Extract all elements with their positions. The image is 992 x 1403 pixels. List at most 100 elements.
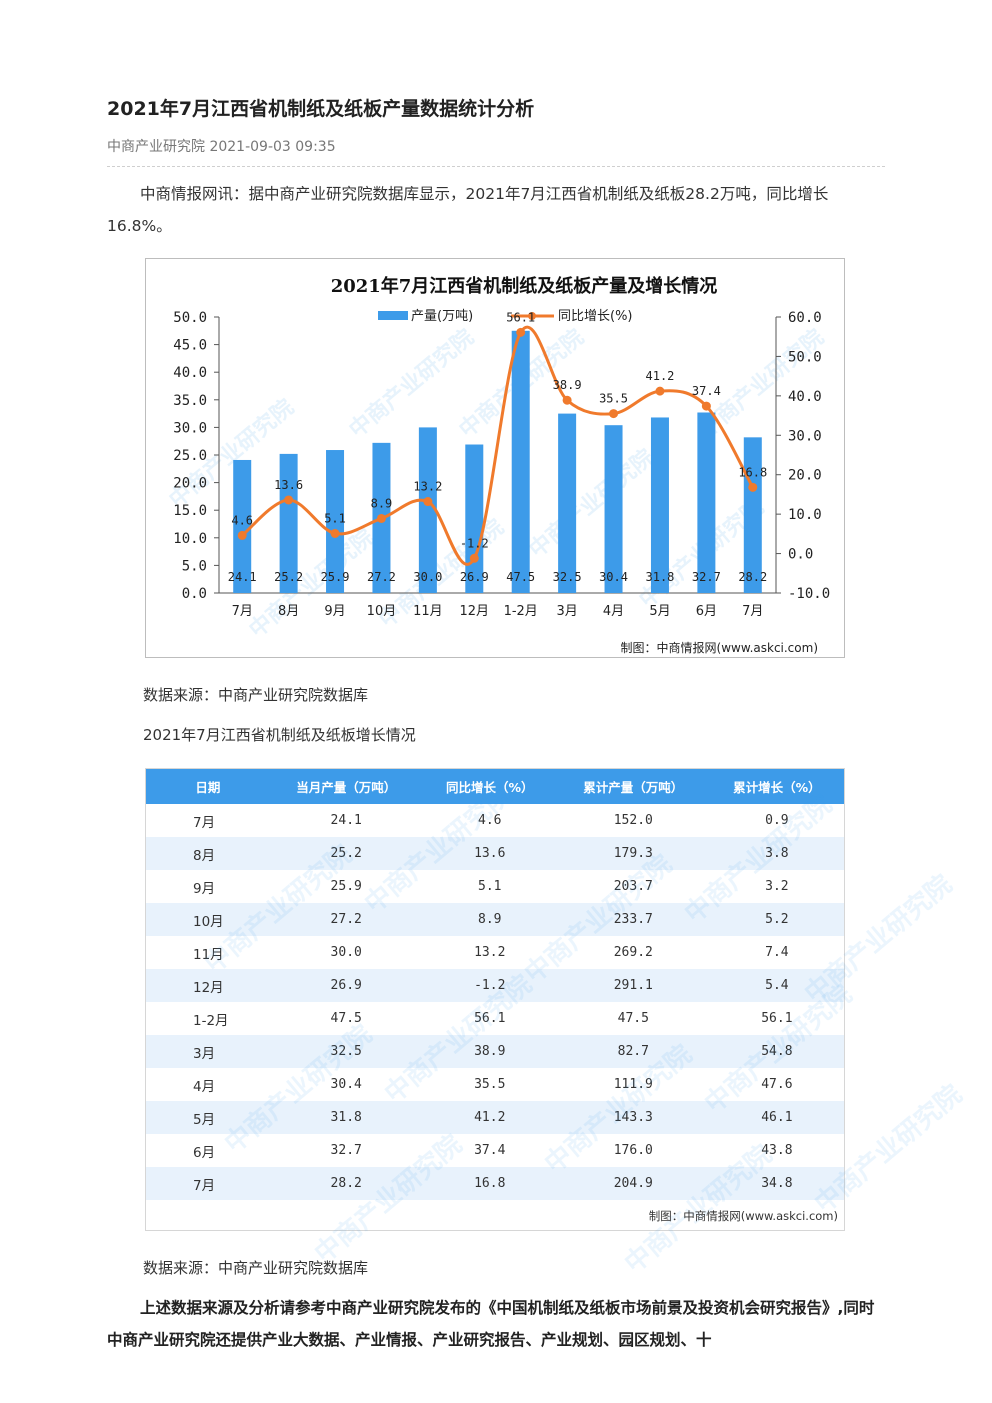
table-cell: 204.9 xyxy=(556,1167,710,1200)
table-cell-date: 11月 xyxy=(193,946,224,963)
table-row: 10月 27.2 8.9 233.7 5.2 xyxy=(146,903,844,936)
right-tick-label: 60.0 xyxy=(788,310,822,326)
table-cell: 38.9 xyxy=(422,1035,557,1068)
table-cell-date: 6月 xyxy=(193,1144,216,1161)
table-cell: 30.0 xyxy=(330,945,362,960)
chart-legend: 产量(万吨) 同比增长(%) xyxy=(378,309,633,324)
bar xyxy=(418,427,437,593)
table-source-caption: 数据来源：中商产业研究院数据库 xyxy=(143,1259,369,1277)
x-tick-label: 6月 xyxy=(696,604,717,619)
table-cell-date: 7月 xyxy=(193,814,216,831)
table-row: 6月 32.7 37.4 176.0 43.8 xyxy=(146,1134,844,1167)
chart-source-caption: 数据来源：中商产业研究院数据库 xyxy=(143,686,369,704)
bar xyxy=(279,453,298,593)
footer-paragraph: 上述数据来源及分析请参考中商产业研究院发布的《中国机制纸及纸板市场前景及投资机会… xyxy=(107,1299,875,1349)
table-cell: 37.4 xyxy=(474,1143,506,1158)
production-chart: 2021年7月江西省机制纸及纸板产量及增长情况 产量(万吨) 同比增长(%) 中商… xyxy=(145,258,845,658)
table-cell: 13.6 xyxy=(422,837,557,870)
table-cell: 31.8 xyxy=(269,1101,423,1134)
table-cell: 56.1 xyxy=(474,1011,506,1026)
table-header-row: 日期 当月产量（万吨） 同比增长（%） 累计产量（万吨） 累计增长（%） xyxy=(146,769,844,804)
line-point xyxy=(609,409,619,419)
table-cell-date: 12月 xyxy=(146,969,270,1002)
table-cell-date: 9月 xyxy=(193,880,216,897)
line-point xyxy=(423,497,433,507)
table-cell: 5.1 xyxy=(478,879,502,894)
left-tick-label: 45.0 xyxy=(173,338,207,354)
line-point xyxy=(516,327,526,337)
table-cell: 203.7 xyxy=(613,879,653,894)
line-point xyxy=(330,528,340,538)
table-cell: 3.2 xyxy=(765,879,789,894)
bar-value-label: 30.0 xyxy=(413,570,442,584)
table-cell: 176.0 xyxy=(613,1143,653,1158)
line-point xyxy=(284,495,294,505)
watermark-text: 中商产业研究院 xyxy=(524,444,659,563)
left-tick-label: 10.0 xyxy=(173,531,207,547)
table-cell: 5.4 xyxy=(709,969,844,1002)
table-row: 11月 30.0 13.2 269.2 7.4 xyxy=(146,936,844,969)
table-cell: 32.7 xyxy=(330,1143,362,1158)
left-tick-label: 0.0 xyxy=(182,586,207,602)
right-tick-label: 10.0 xyxy=(788,507,822,523)
x-tick-label: 4月 xyxy=(603,604,624,619)
bar-value-label: 27.2 xyxy=(367,570,396,584)
table-cell: 7.4 xyxy=(765,945,789,960)
x-tick-label: 7月 xyxy=(232,604,253,619)
table-cell: 13.2 xyxy=(474,945,506,960)
left-tick-label: 15.0 xyxy=(173,503,207,519)
table-row: 7月 24.1 4.6 152.0 0.9 xyxy=(146,804,844,837)
legend-label-line: 同比增长(%) xyxy=(558,309,633,324)
bar-value-label: 25.9 xyxy=(321,570,350,584)
bar-value-label: 32.7 xyxy=(692,570,721,584)
table-cell: 16.8 xyxy=(422,1167,557,1200)
bar-value-label: 32.5 xyxy=(553,570,582,584)
bar-value-label: 47.5 xyxy=(506,570,535,584)
table-cell: 34.8 xyxy=(709,1167,844,1200)
table-cell: -1.2 xyxy=(422,969,557,1002)
bar-series xyxy=(233,330,762,593)
line-value-label: 5.1 xyxy=(324,511,346,525)
table-cell: 269.2 xyxy=(613,945,653,960)
legend-label-bar: 产量(万吨) xyxy=(411,309,473,324)
x-tick-label: 10月 xyxy=(367,604,397,619)
table-body: 7月 24.1 4.6 152.0 0.9 8月 25.2 13.6 179.3 3.8 9月 25.… xyxy=(146,804,844,1200)
table-header-cell: 当月产量（万吨） xyxy=(269,769,423,804)
growth-table: 日期 当月产量（万吨） 同比增长（%） 累计产量（万吨） 累计增长（%） 7月 24.1 4… xyxy=(146,769,844,1200)
table-row: 9月 25.9 5.1 203.7 3.2 xyxy=(146,870,844,903)
bar xyxy=(465,444,484,593)
table-cell: 46.1 xyxy=(709,1101,844,1134)
line-labels: 4.6 13.6 5.1 8.9 13.2 -1.2 56.1 38.9 35.5 41.2 37.… xyxy=(231,310,767,550)
bar xyxy=(326,450,345,593)
bar xyxy=(604,425,623,593)
table-cell: 25.9 xyxy=(330,879,362,894)
table-cell: 233.7 xyxy=(556,903,710,936)
bar-value-label: 30.4 xyxy=(599,570,628,584)
table-cell: 41.2 xyxy=(422,1101,557,1134)
table-row: 5月 31.8 41.2 143.3 46.1 xyxy=(146,1101,844,1134)
line-point xyxy=(469,553,479,563)
article-meta: 中商产业研究院 2021-09-03 09:35 xyxy=(107,139,336,155)
line-value-label: 56.1 xyxy=(506,310,535,324)
line-point xyxy=(748,482,758,492)
left-tick-label: 35.0 xyxy=(173,393,207,409)
left-tick-label: 25.0 xyxy=(173,448,207,464)
chart-svg: 2021年7月江西省机制纸及纸板产量及增长情况 产量(万吨) 同比增长(%) 中商… xyxy=(164,275,830,655)
line-value-label: 41.2 xyxy=(646,369,675,383)
growth-table-container: 日期 当月产量（万吨） 同比增长（%） 累计产量（万吨） 累计增长（%） 7月 24.1 4… xyxy=(145,768,968,1279)
table-row: 4月 30.4 35.5 111.9 47.6 xyxy=(146,1068,844,1101)
bar xyxy=(511,330,530,593)
table-cell: 152.0 xyxy=(613,813,653,828)
table-cell-date: 8月 xyxy=(146,837,270,870)
x-tick-label: 1-2月 xyxy=(504,604,538,619)
table-cell: 4.6 xyxy=(478,813,502,828)
left-tick-label: 30.0 xyxy=(173,420,207,436)
table-header-cell: 累计增长（%） xyxy=(709,769,844,804)
left-tick-label: 50.0 xyxy=(173,310,207,326)
bar xyxy=(233,459,252,593)
intro-paragraph: 中商情报网讯：据中商产业研究院数据库显示，2021年7月江西省机制纸及纸板28.… xyxy=(107,185,829,235)
table-cell: 30.4 xyxy=(330,1077,362,1092)
x-tick-label: 8月 xyxy=(278,604,299,619)
line-value-label: 35.5 xyxy=(599,392,628,406)
bar xyxy=(650,417,669,593)
